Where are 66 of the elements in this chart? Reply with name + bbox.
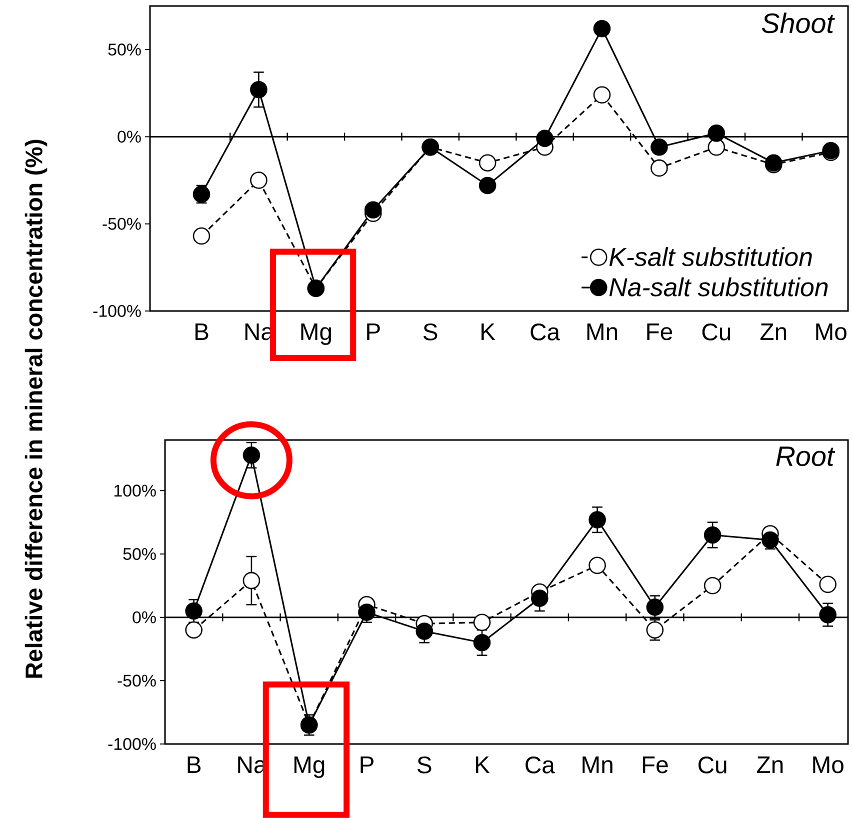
point	[473, 634, 491, 652]
y-tick-label: -100%	[93, 304, 141, 317]
point	[650, 159, 668, 177]
y-tick-label: 0%	[132, 611, 156, 624]
x-tick-label: Zn	[757, 756, 783, 773]
point	[364, 201, 382, 219]
point	[473, 614, 491, 632]
x-tick-label: Cu	[702, 324, 730, 340]
point	[478, 176, 496, 194]
chart-title: Root	[776, 446, 836, 466]
x-tick-label: Fe	[642, 756, 668, 774]
x-tick-label: K	[476, 756, 490, 773]
point	[593, 20, 611, 38]
x-tick-label: Ca	[530, 324, 560, 340]
x-tick-label: Mo	[816, 324, 846, 340]
x-tick-label: Mo	[813, 756, 844, 774]
y-tick-label: 50%	[123, 548, 156, 560]
legend-label: K-salt substitution	[609, 247, 812, 266]
point	[593, 86, 611, 104]
y-tick-label: 0%	[118, 130, 141, 143]
y-tick-label: -50%	[102, 218, 141, 230]
x-tick-label: Fe	[647, 324, 672, 340]
point	[192, 186, 210, 203]
x-tick-label: P	[360, 756, 374, 773]
point	[708, 124, 726, 142]
x-tick-label: S	[423, 324, 438, 340]
point	[250, 80, 268, 98]
x-tick-label: B	[188, 756, 201, 773]
point	[646, 598, 664, 616]
point	[192, 227, 210, 245]
point	[250, 172, 268, 189]
y-tick-label: -100%	[108, 738, 156, 750]
point	[819, 576, 836, 594]
y-tick-label: -50%	[118, 674, 156, 687]
legend-label: Na-salt substitution	[609, 277, 828, 296]
point	[704, 526, 722, 544]
point	[358, 604, 376, 621]
y-tick-label: 100%	[114, 484, 156, 497]
point	[819, 606, 836, 624]
x-tick-label: Mg	[294, 756, 324, 778]
x-tick-label: P	[367, 324, 380, 340]
chart-title: Shoot	[762, 12, 835, 34]
point	[185, 602, 202, 620]
point	[531, 590, 548, 607]
x-tick-label: B	[195, 324, 208, 340]
point	[242, 572, 260, 590]
point	[762, 531, 779, 549]
x-tick-label: K	[482, 324, 496, 340]
point	[416, 622, 434, 640]
y-axis-title: Relative difference in mineral concentration (%)	[24, 140, 48, 678]
point	[704, 577, 722, 594]
x-tick-label: Mg	[301, 324, 331, 345]
x-tick-label: Mn	[587, 324, 618, 340]
point	[536, 130, 554, 148]
point	[588, 556, 606, 574]
y-tick-label: 50%	[108, 44, 141, 56]
x-tick-label: S	[417, 756, 432, 774]
x-tick-label: Ca	[526, 756, 555, 774]
point	[478, 154, 496, 172]
x-tick-label: Zn	[760, 324, 786, 340]
point	[650, 138, 668, 156]
point	[708, 138, 726, 156]
point	[242, 446, 260, 464]
x-tick-label: Mn	[582, 756, 612, 773]
point	[588, 511, 606, 528]
x-tick-label: Cu	[698, 756, 726, 774]
